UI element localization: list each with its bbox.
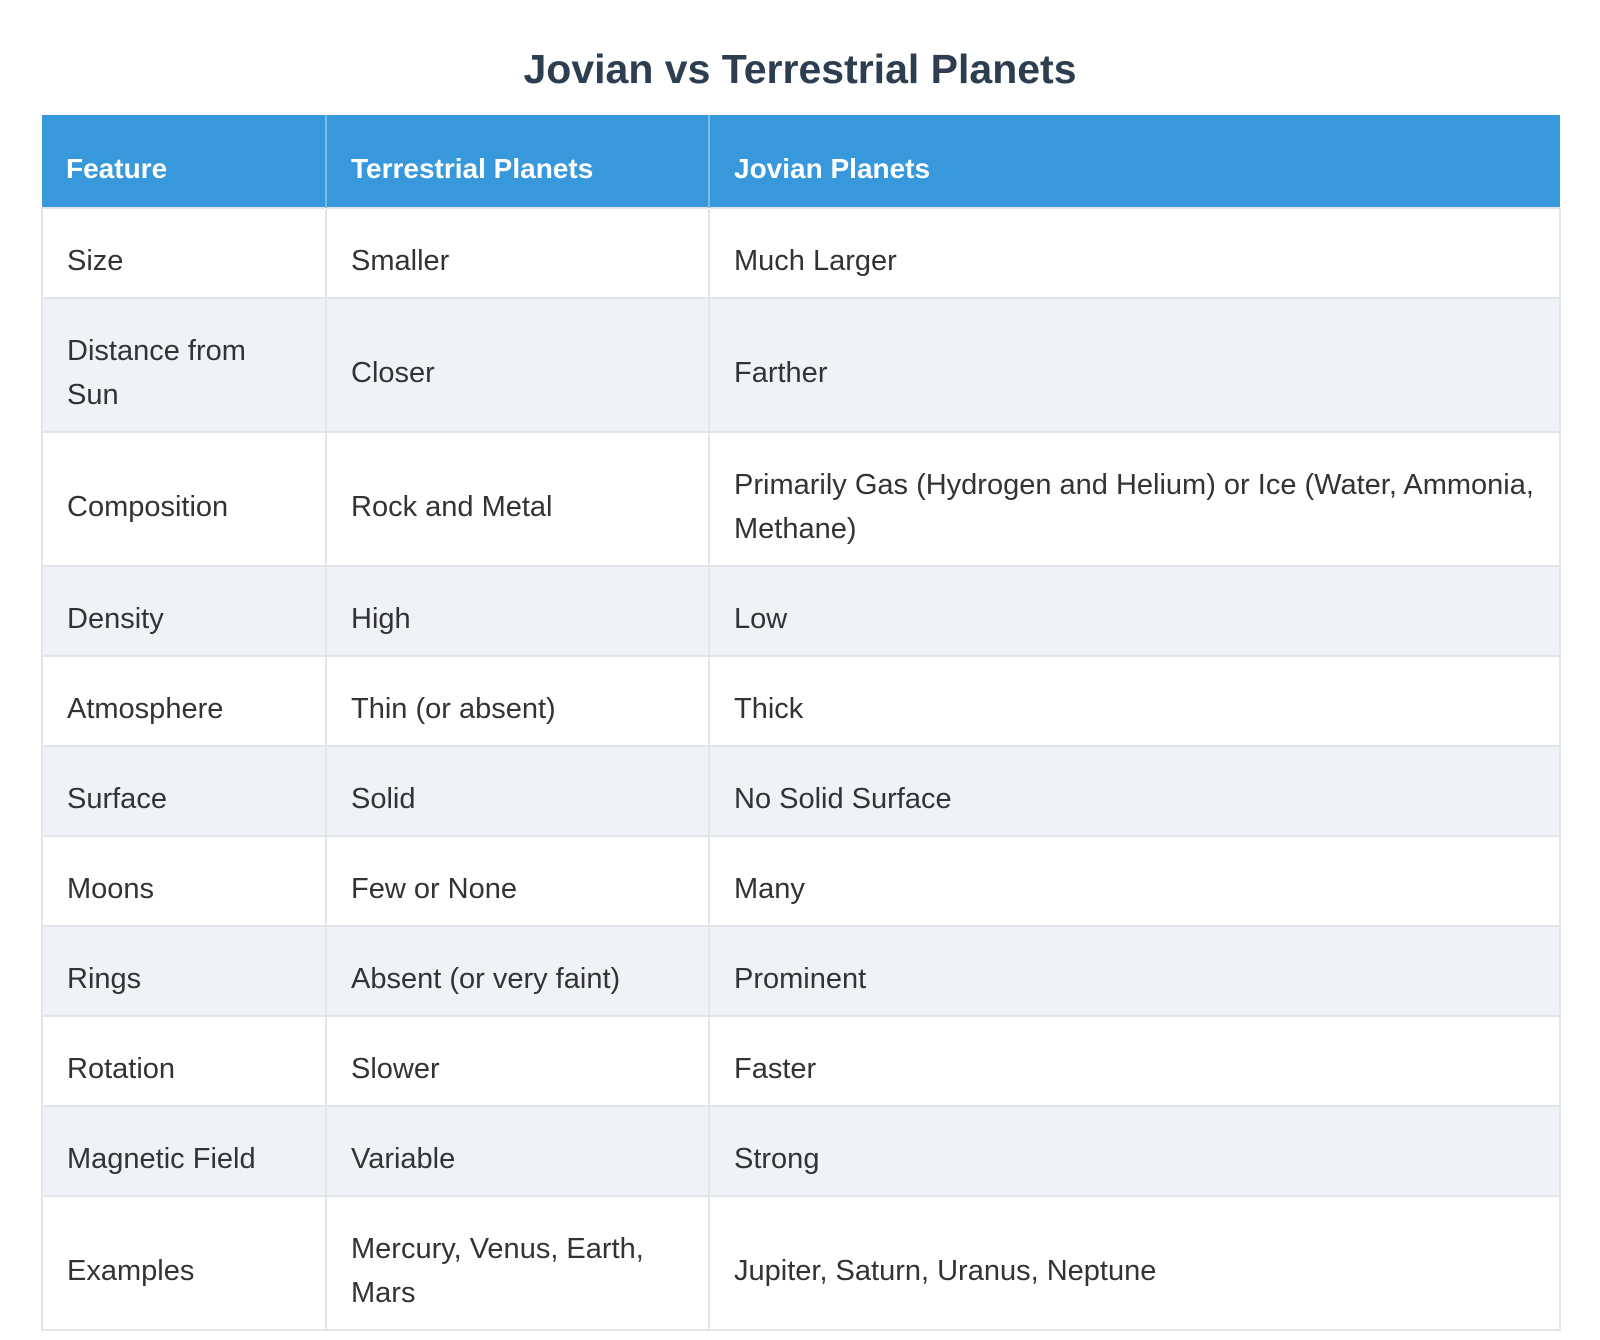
jovian-cell: Prominent <box>708 925 1561 1017</box>
table-container: Feature Terrestrial Planets Jovian Plane… <box>41 115 1561 1331</box>
terrestrial-cell: High <box>325 565 710 657</box>
header-cell-feature: Feature <box>42 115 326 208</box>
comparison-table: Feature Terrestrial Planets Jovian Plane… <box>41 115 1561 1331</box>
feature-cell: Moons <box>41 835 327 927</box>
jovian-cell: Low <box>708 565 1561 657</box>
terrestrial-cell: Variable <box>325 1105 710 1197</box>
table-row: Rings Absent (or very faint) Prominent <box>41 925 1561 1017</box>
terrestrial-cell: Smaller <box>325 207 710 299</box>
feature-cell: Density <box>41 565 327 657</box>
jovian-cell: Strong <box>708 1105 1561 1197</box>
jovian-cell: No Solid Surface <box>708 745 1561 837</box>
table-row: Magnetic Field Variable Strong <box>41 1105 1561 1197</box>
feature-cell: Magnetic Field <box>41 1105 327 1197</box>
table-row: Distance from Sun Closer Farther <box>41 297 1561 433</box>
terrestrial-cell: Solid <box>325 745 710 837</box>
table-row: Rotation Slower Faster <box>41 1015 1561 1107</box>
terrestrial-cell: Closer <box>325 297 710 433</box>
header-cell-terrestrial: Terrestrial Planets <box>325 115 709 208</box>
feature-cell: Rotation <box>41 1015 327 1107</box>
feature-cell: Atmosphere <box>41 655 327 747</box>
table-row: Moons Few or None Many <box>41 835 1561 927</box>
table-row: Density High Low <box>41 565 1561 657</box>
jovian-cell: Faster <box>708 1015 1561 1107</box>
feature-cell: Surface <box>41 745 327 837</box>
page-title: Jovian vs Terrestrial Planets <box>523 46 1077 92</box>
table-row: Examples Mercury, Venus, Earth, Mars Jup… <box>41 1195 1561 1331</box>
jovian-cell: Many <box>708 835 1561 927</box>
feature-cell: Size <box>41 207 327 299</box>
table-row: Atmosphere Thin (or absent) Thick <box>41 655 1561 747</box>
table-header-row: Feature Terrestrial Planets Jovian Plane… <box>42 115 1560 208</box>
feature-cell: Distance from Sun <box>41 297 327 433</box>
terrestrial-cell: Absent (or very faint) <box>325 925 710 1017</box>
jovian-cell: Farther <box>708 297 1561 433</box>
terrestrial-cell: Few or None <box>325 835 710 927</box>
table-row: Composition Rock and Metal Primarily Gas… <box>41 431 1561 567</box>
header-cell-jovian: Jovian Planets <box>708 115 1560 208</box>
jovian-cell: Primarily Gas (Hydrogen and Helium) or I… <box>708 431 1561 567</box>
jovian-cell: Much Larger <box>708 207 1561 299</box>
jovian-cell: Thick <box>708 655 1561 747</box>
terrestrial-cell: Slower <box>325 1015 710 1107</box>
table-row: Size Smaller Much Larger <box>41 207 1561 299</box>
jovian-cell: Jupiter, Saturn, Uranus, Neptune <box>708 1195 1561 1331</box>
terrestrial-cell: Rock and Metal <box>325 431 710 567</box>
terrestrial-cell: Mercury, Venus, Earth, Mars <box>325 1195 710 1331</box>
feature-cell: Rings <box>41 925 327 1017</box>
feature-cell: Examples <box>41 1195 327 1331</box>
feature-cell: Composition <box>41 431 327 567</box>
terrestrial-cell: Thin (or absent) <box>325 655 710 747</box>
table-row: Surface Solid No Solid Surface <box>41 745 1561 837</box>
